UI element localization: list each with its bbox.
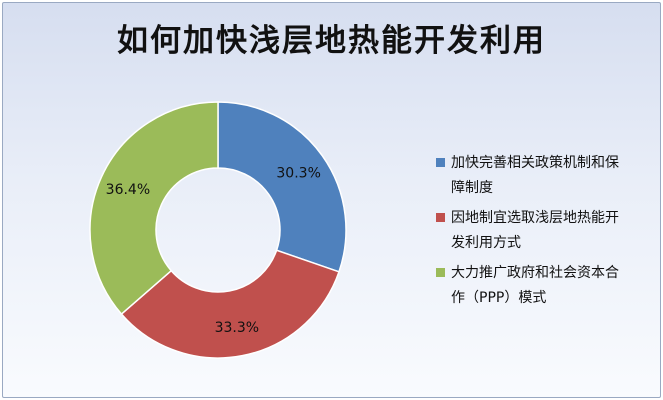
legend-item: 加快完善相关政策机制和保障制度 [436, 151, 651, 201]
chart-title: 如何加快浅层地热能开发利用 [117, 23, 546, 59]
legend-swatch-2 [436, 268, 445, 277]
legend-label: 因地制宜选取浅层地热能开发利用方式 [451, 210, 619, 251]
legend: 加快完善相关政策机制和保障制度 因地制宜选取浅层地热能开发利用方式 大力推广政府… [436, 151, 651, 316]
donut-chart: 30.3% 33.3% 36.4% [89, 101, 347, 359]
data-label-2: 36.4% [106, 182, 150, 198]
donut-slice-1 [120, 249, 340, 359]
donut-slice-0 [217, 101, 347, 273]
data-label-0: 30.3% [276, 166, 320, 182]
legend-label: 大力推广政府和社会资本合作（PPP）模式 [451, 265, 619, 306]
legend-item: 因地制宜选取浅层地热能开发利用方式 [436, 206, 651, 256]
legend-label: 加快完善相关政策机制和保障制度 [451, 155, 619, 196]
legend-swatch-1 [436, 213, 445, 222]
legend-swatch-0 [436, 158, 445, 167]
donut-slice-2 [89, 101, 219, 316]
data-label-1: 33.3% [215, 320, 259, 336]
legend-item: 大力推广政府和社会资本合作（PPP）模式 [436, 261, 651, 311]
